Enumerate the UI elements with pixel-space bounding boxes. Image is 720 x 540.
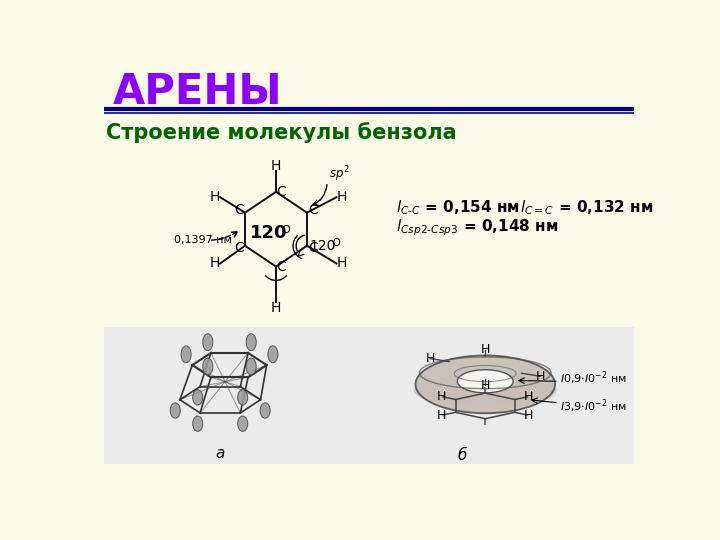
- Ellipse shape: [246, 358, 256, 375]
- Text: H: H: [210, 190, 220, 204]
- Text: C: C: [276, 185, 287, 199]
- Text: H: H: [524, 389, 534, 402]
- Ellipse shape: [193, 416, 203, 431]
- Ellipse shape: [203, 334, 213, 350]
- FancyBboxPatch shape: [104, 327, 634, 464]
- Text: 0,1397 нм: 0,1397 нм: [174, 235, 232, 245]
- Text: H: H: [437, 389, 446, 402]
- Text: H: H: [337, 190, 347, 204]
- Ellipse shape: [181, 346, 191, 363]
- Text: H: H: [437, 409, 446, 422]
- Ellipse shape: [246, 334, 256, 350]
- Ellipse shape: [193, 390, 203, 405]
- Text: H: H: [480, 379, 490, 392]
- Text: O: O: [281, 225, 289, 234]
- Text: $I0{,}9{\cdot}I0^{-2}$ нм: $I0{,}9{\cdot}I0^{-2}$ нм: [560, 369, 627, 387]
- Text: $sp^2$: $sp^2$: [329, 164, 349, 184]
- Text: а: а: [215, 446, 225, 461]
- Ellipse shape: [457, 370, 513, 393]
- Ellipse shape: [238, 416, 248, 431]
- Text: $\mathit{l}_{C\mathrm{=}C}$ = 0,132 нм: $\mathit{l}_{C\mathrm{=}C}$ = 0,132 нм: [520, 198, 654, 217]
- Ellipse shape: [268, 346, 278, 363]
- Text: H: H: [337, 256, 347, 271]
- Text: O: O: [333, 238, 341, 248]
- Text: $\mathit{l}_{Csp2\text{-}Csp3}$ = 0,148 нм: $\mathit{l}_{Csp2\text{-}Csp3}$ = 0,148 …: [396, 217, 559, 238]
- Text: C: C: [276, 260, 287, 274]
- Text: H: H: [480, 343, 490, 356]
- Text: $I3{,}9{\cdot}I0^{-2}$ нм: $I3{,}9{\cdot}I0^{-2}$ нм: [560, 397, 627, 415]
- Ellipse shape: [260, 403, 270, 418]
- Text: $\mathit{l}_{C\text{-}C}$ = 0,154 нм: $\mathit{l}_{C\text{-}C}$ = 0,154 нм: [396, 198, 520, 217]
- Text: 120: 120: [310, 239, 336, 253]
- Text: H: H: [271, 159, 282, 173]
- Text: H: H: [524, 409, 534, 422]
- Ellipse shape: [203, 358, 213, 375]
- Ellipse shape: [415, 355, 555, 413]
- Text: Строение молекулы бензола: Строение молекулы бензола: [106, 122, 456, 143]
- Text: H: H: [426, 352, 435, 365]
- Text: АРЕНЫ: АРЕНЫ: [113, 71, 283, 113]
- Text: б: б: [457, 448, 467, 463]
- Text: H: H: [210, 256, 220, 271]
- Ellipse shape: [238, 390, 248, 405]
- Text: C: C: [308, 204, 318, 217]
- Ellipse shape: [170, 403, 180, 418]
- Text: C: C: [234, 204, 243, 217]
- Text: H: H: [536, 370, 545, 383]
- Text: 120: 120: [250, 224, 287, 242]
- Text: C: C: [234, 241, 243, 255]
- Ellipse shape: [414, 374, 557, 407]
- Text: H: H: [271, 301, 282, 315]
- Text: C: C: [308, 241, 318, 255]
